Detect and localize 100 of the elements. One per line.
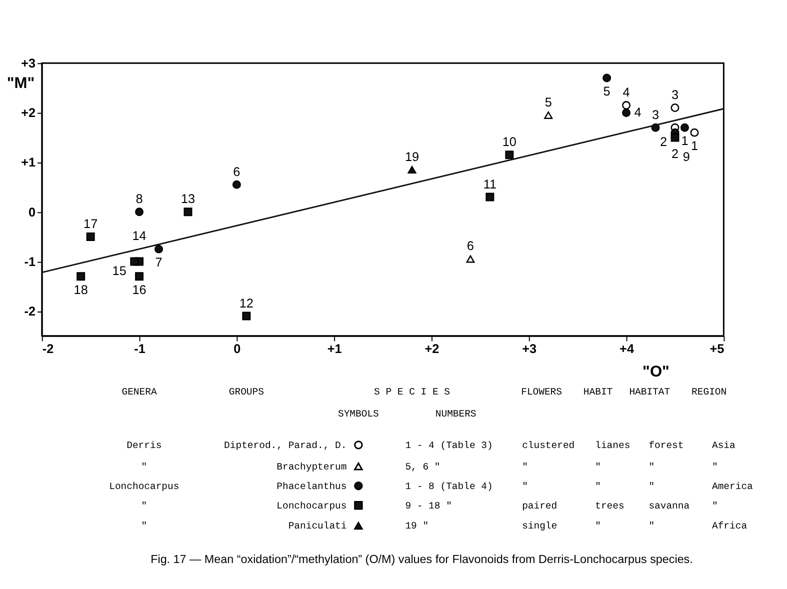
y-tick-label: +3 xyxy=(21,56,36,71)
point xyxy=(154,244,164,254)
annotation: 17 xyxy=(84,216,98,231)
point xyxy=(486,192,494,202)
legend-label: Paniculati xyxy=(288,520,347,532)
x-tick-label: +1 xyxy=(327,342,342,356)
x-tick-label: -1 xyxy=(134,342,146,356)
legend-label: Phacelanthus xyxy=(276,480,347,492)
point xyxy=(466,255,475,263)
text: " xyxy=(595,520,601,532)
text: HABIT xyxy=(583,386,613,398)
text: FLOWERS xyxy=(521,386,562,398)
annotation: 10 xyxy=(502,135,516,150)
annotation: 4 xyxy=(622,86,630,100)
text: single xyxy=(522,520,558,532)
point xyxy=(544,111,553,119)
text: " xyxy=(712,461,718,472)
annotation: 19 xyxy=(404,150,420,164)
text: " xyxy=(648,480,655,492)
point xyxy=(86,232,95,241)
point xyxy=(135,272,144,281)
annotation: 4 xyxy=(634,106,642,120)
text: " xyxy=(522,480,528,492)
annotation: 9 xyxy=(682,150,690,164)
point xyxy=(242,312,251,320)
annotation: 1 xyxy=(690,139,698,154)
text: S P E C I E S xyxy=(374,386,450,398)
x-tick-label: -2 xyxy=(42,342,54,356)
text: " xyxy=(595,480,601,492)
point xyxy=(130,257,139,266)
annotation: 12 xyxy=(239,296,254,310)
text: " xyxy=(141,461,148,472)
point xyxy=(505,150,514,160)
text: forest xyxy=(648,440,684,451)
text: 19 " xyxy=(405,520,429,532)
y-tick-label: -2 xyxy=(24,304,36,318)
annotation: 7 xyxy=(155,256,162,270)
annotation: 18 xyxy=(74,282,88,297)
text: REGION xyxy=(692,386,727,398)
point xyxy=(622,101,631,110)
text: " xyxy=(712,500,718,512)
text: clustered xyxy=(522,440,575,451)
text: " xyxy=(595,461,601,472)
caption: Fig. 17 — Mean “oxidation”/“methylation” (O/M) values for Flavonoids from Derris-Lonchocarpus species. xyxy=(150,552,693,566)
text: lianes xyxy=(595,440,630,451)
legend-label: Dipterod., Parad., D. xyxy=(224,440,347,451)
x-tick-label: +5 xyxy=(710,342,724,356)
x-tick-label: 0 xyxy=(234,342,241,356)
annotation: 5 xyxy=(603,84,610,99)
annotation: 16 xyxy=(132,282,146,297)
point xyxy=(690,128,699,137)
text: " xyxy=(648,461,655,472)
text: paired xyxy=(522,500,558,512)
text: trees xyxy=(595,500,624,512)
text: Africa xyxy=(712,520,748,532)
annotation: 3 xyxy=(652,108,660,122)
x-tick-label: +3 xyxy=(522,342,537,356)
x-axis-title: "O" xyxy=(642,363,670,380)
text: " xyxy=(648,520,655,532)
point xyxy=(408,166,416,174)
annotation: 5 xyxy=(544,95,552,110)
y-tick-label: +1 xyxy=(21,156,36,170)
text: 5, 6 " xyxy=(405,461,440,472)
text: savanna xyxy=(648,500,690,512)
annotation: 3 xyxy=(671,88,679,102)
x-tick-label: +4 xyxy=(620,342,634,356)
text: Lonchocarpus xyxy=(109,480,180,492)
annotation: 2 xyxy=(671,146,679,161)
y-tick-label: +2 xyxy=(21,106,36,120)
x-tick-label: +2 xyxy=(424,342,440,356)
point xyxy=(680,123,689,132)
text: " xyxy=(141,500,148,512)
point xyxy=(135,208,144,216)
text: 9 - 18 " xyxy=(405,500,452,512)
legend-label: Brachypterum xyxy=(276,461,347,472)
point xyxy=(602,74,612,82)
text: Derris xyxy=(126,440,162,451)
point xyxy=(622,108,631,117)
annotation: 8 xyxy=(136,192,143,206)
text: NUMBERS xyxy=(435,408,476,420)
text: " xyxy=(141,520,148,532)
point xyxy=(670,133,680,142)
annotation: 11 xyxy=(483,177,496,192)
text: SYMBOLS xyxy=(338,408,380,420)
annotation: 1 xyxy=(681,134,688,148)
point xyxy=(670,104,680,112)
annotation: 6 xyxy=(233,164,240,179)
y-tick-label: -1 xyxy=(24,254,36,269)
point xyxy=(76,272,86,281)
text: 1 - 4 (Table 3) xyxy=(405,440,493,451)
text: Asia xyxy=(712,440,736,451)
text: America xyxy=(712,480,754,492)
y-tick-label: 0 xyxy=(28,205,36,220)
point xyxy=(232,180,241,189)
annotation: 14 xyxy=(132,229,146,244)
text: HABITAT xyxy=(629,386,670,398)
y-axis-title: "M" xyxy=(6,74,35,92)
text: " xyxy=(522,461,528,472)
point xyxy=(184,208,192,216)
annotation: 6 xyxy=(466,239,474,254)
